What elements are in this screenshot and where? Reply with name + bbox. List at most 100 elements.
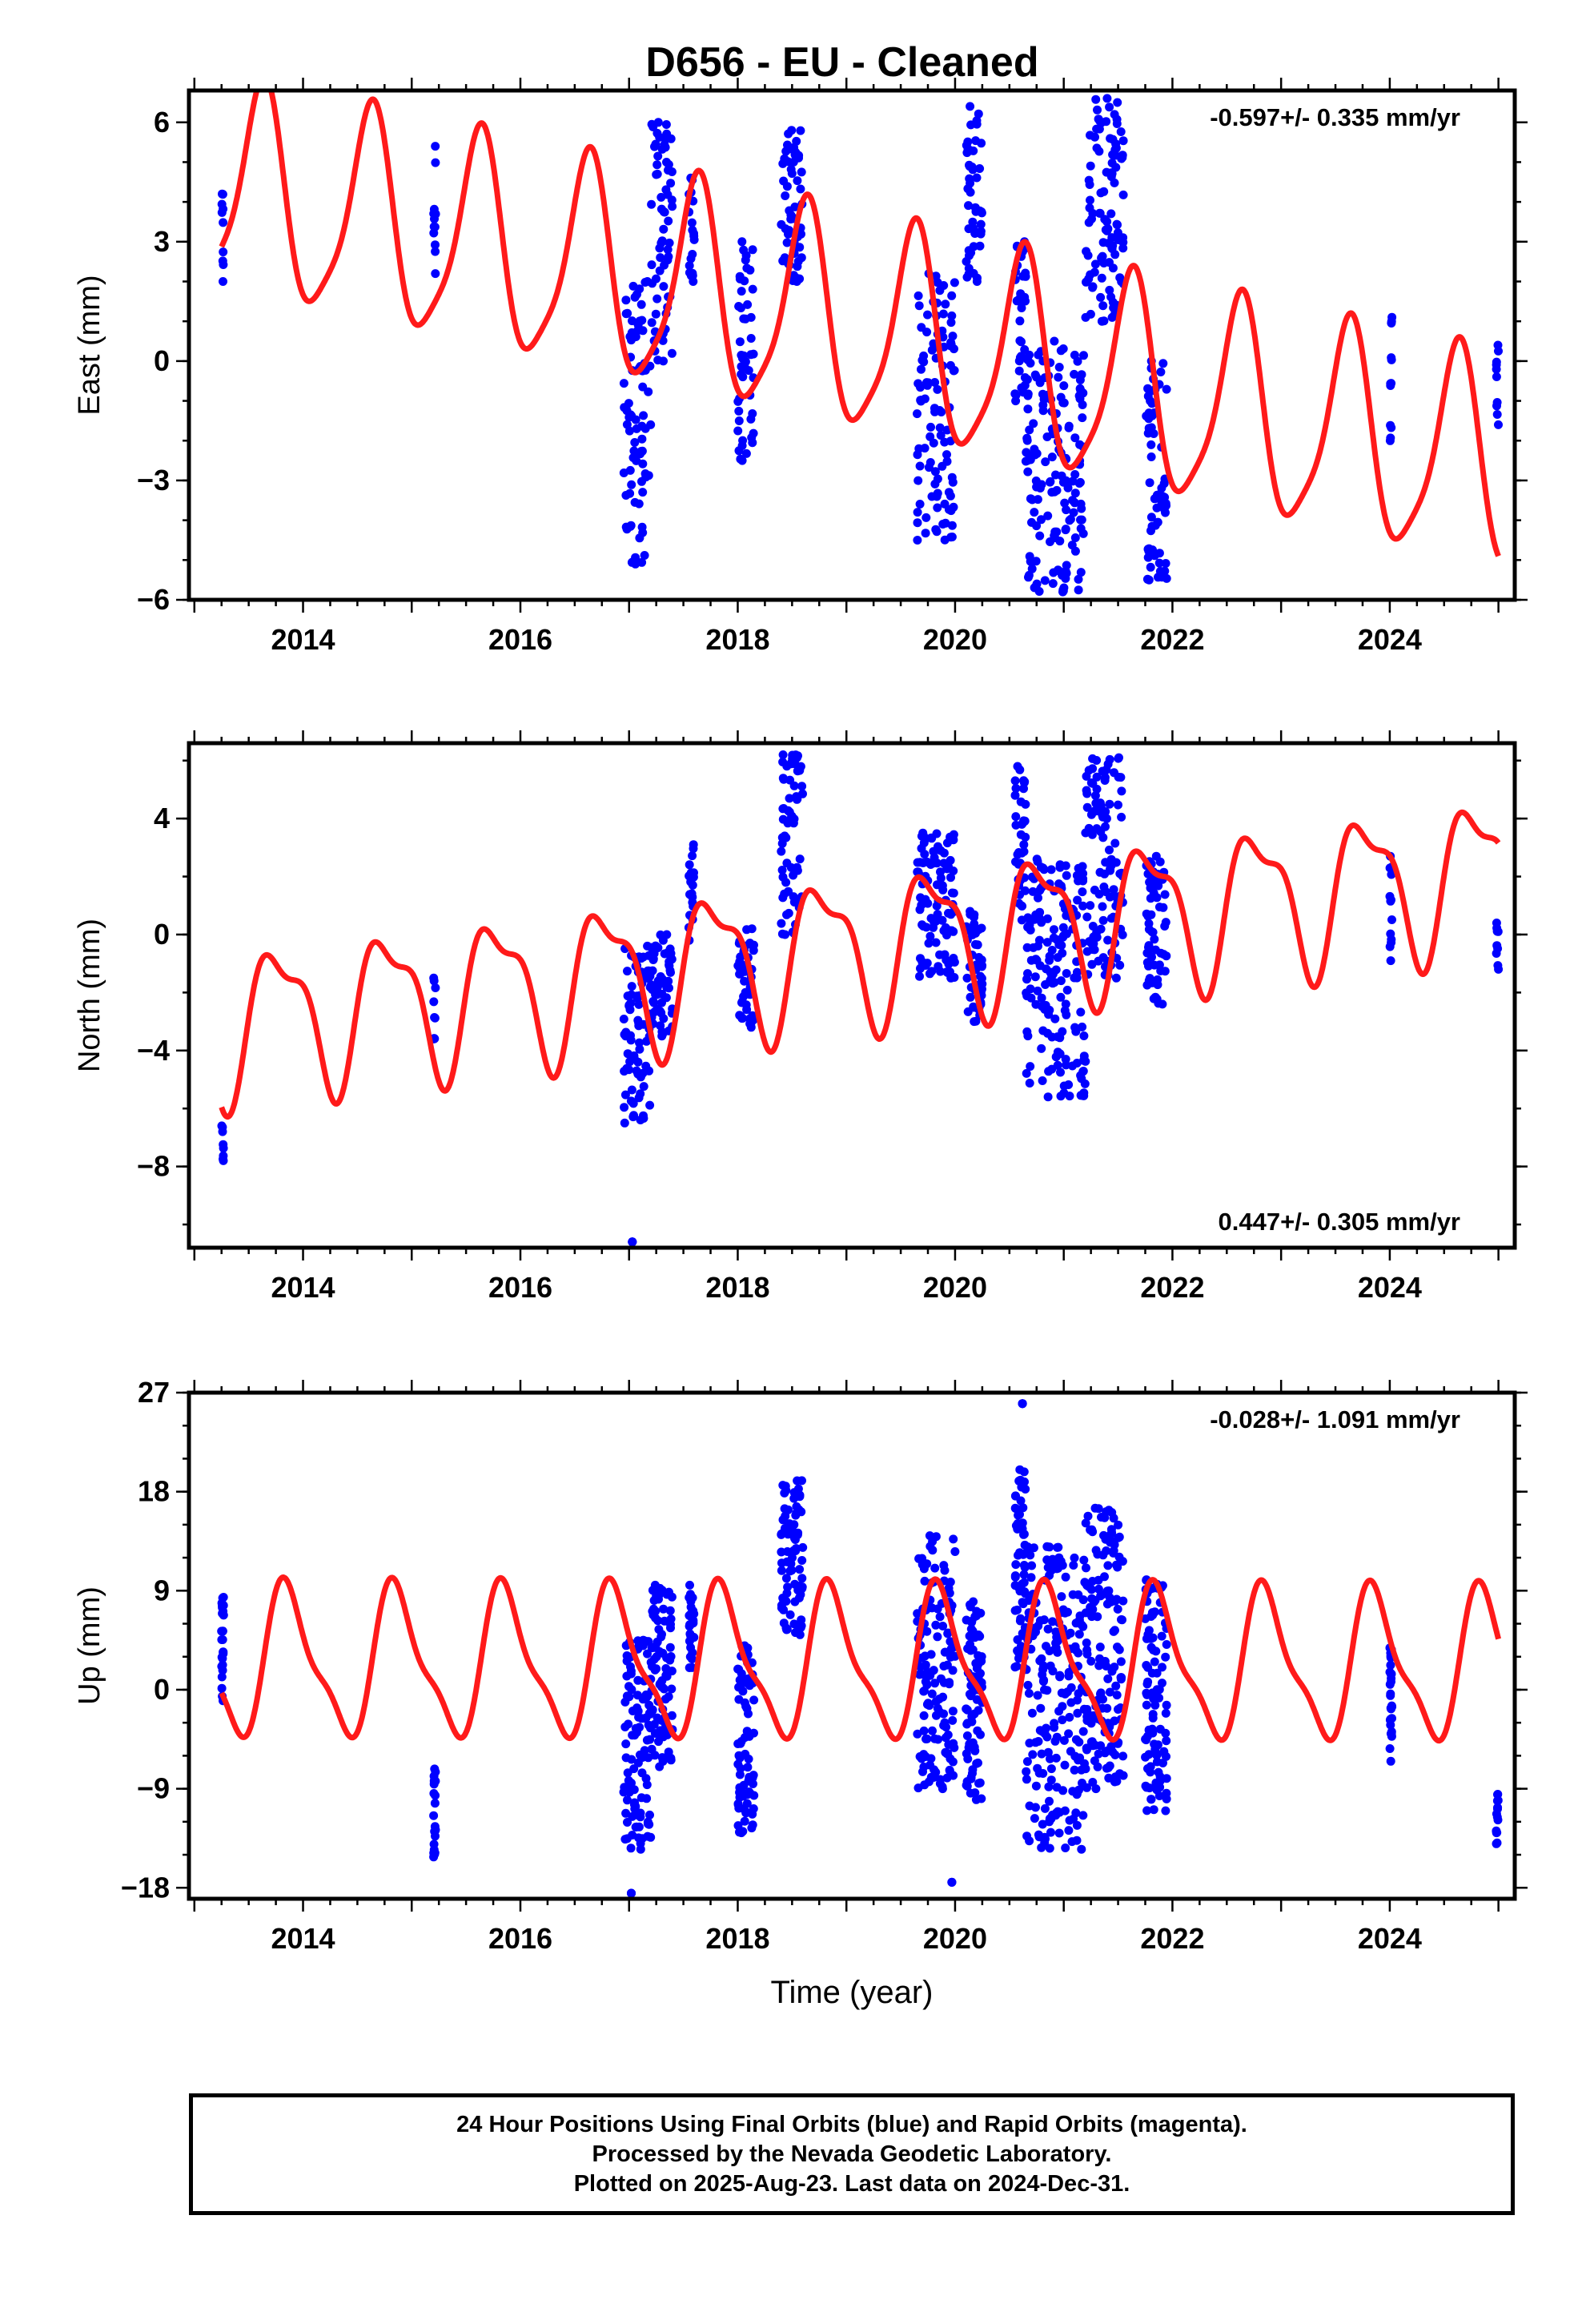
east-data-point: [1492, 372, 1501, 381]
up-data-point: [661, 1664, 671, 1673]
up-data-point: [1088, 1605, 1098, 1614]
north-data-point: [663, 948, 673, 958]
up-data-point: [784, 1523, 793, 1533]
east-data-point: [1112, 115, 1122, 124]
up-data-point: [1079, 1555, 1089, 1565]
up-data-point: [949, 1534, 958, 1544]
north-data-point: [778, 774, 788, 783]
north-data-point: [648, 945, 657, 955]
east-data-point: [930, 479, 940, 489]
up-data-point: [942, 1723, 951, 1732]
north-data-point: [628, 1099, 638, 1108]
north-data-point: [620, 1103, 629, 1112]
up-data-point: [1103, 1674, 1113, 1683]
up-data-point: [1018, 1518, 1027, 1528]
up-data-point: [1046, 1661, 1055, 1671]
east-data-point: [1090, 267, 1099, 277]
east-data-point: [1088, 283, 1098, 292]
north-data-point: [1386, 956, 1395, 966]
north-data-point: [1070, 973, 1079, 983]
up-data-point: [1030, 1814, 1039, 1823]
up-data-point: [1492, 1838, 1502, 1848]
east-data-point: [638, 488, 648, 497]
north-data-point: [1038, 1076, 1047, 1085]
north-data-point: [1062, 870, 1071, 880]
north-data-point: [920, 850, 930, 859]
up-data-point: [919, 1726, 929, 1735]
up-data-point: [218, 1635, 227, 1644]
up-x-tick-label: 2014: [271, 1922, 335, 1955]
north-data-point: [949, 888, 958, 898]
up-data-point: [633, 1675, 643, 1685]
up-data-point: [1057, 1688, 1066, 1698]
up-data-point: [1118, 1557, 1127, 1566]
up-data-point: [777, 1558, 786, 1568]
east-data-point: [733, 396, 743, 406]
up-data-point: [686, 1619, 696, 1629]
up-data-point: [948, 1707, 958, 1716]
east-data-point: [1026, 557, 1035, 566]
east-data-point: [1142, 412, 1151, 420]
north-data-point: [1041, 980, 1050, 989]
up-data-point: [740, 1816, 749, 1826]
up-data-point: [1162, 1751, 1170, 1761]
east-data-point: [653, 151, 663, 161]
east-data-point: [429, 228, 439, 238]
north-data-point: [620, 1118, 629, 1128]
east-x-tick-label: 2018: [705, 623, 769, 656]
east-data-point: [663, 255, 673, 265]
east-data-point: [942, 450, 951, 460]
east-x-tick-label: 2014: [271, 623, 335, 656]
north-data-point: [783, 818, 793, 828]
east-data-point: [935, 286, 945, 296]
east-fit-curve: [219, 90, 1501, 557]
north-data-point: [793, 866, 802, 875]
north-data-point: [785, 794, 794, 803]
north-data-point: [1087, 959, 1097, 969]
east-data-point: [947, 521, 957, 530]
up-data-point: [620, 1835, 630, 1844]
up-data-point: [632, 1691, 642, 1700]
east-data-point: [638, 382, 648, 392]
up-data-point: [733, 1664, 743, 1674]
up-data-point: [1063, 1607, 1072, 1617]
north-data-point: [639, 1082, 648, 1092]
up-data-point: [1010, 1663, 1020, 1672]
east-data-point: [944, 488, 954, 497]
east-data-point: [1118, 243, 1128, 253]
up-data-point: [1152, 1668, 1162, 1678]
east-data-point: [923, 310, 932, 320]
up-data-point: [1042, 1686, 1052, 1695]
east-data-point: [1387, 319, 1396, 328]
north-data-point: [1013, 850, 1022, 859]
up-data-point: [1042, 1555, 1052, 1565]
east-data-point: [1012, 296, 1022, 306]
up-x-tick-label: 2022: [1140, 1922, 1204, 1955]
up-data-point: [1036, 1703, 1046, 1713]
up-data-point: [646, 1658, 656, 1667]
north-data-point: [778, 758, 788, 766]
north-data-point: [1058, 931, 1068, 941]
north-data-point: [970, 939, 980, 949]
north-data-point: [1078, 1022, 1087, 1031]
east-data-point: [1074, 585, 1083, 595]
east-data-point: [630, 438, 640, 447]
up-panel: 2014 2016 2018 2020 2022 2024 27 18 9 0 −9 −18 Up (m…: [73, 1376, 1528, 2010]
north-data-point: [918, 830, 928, 840]
up-data-point: [640, 1714, 650, 1723]
east-data-point: [783, 140, 792, 150]
up-data-point: [633, 1758, 643, 1767]
east-data-point: [431, 247, 440, 256]
up-data-point: [921, 1661, 930, 1671]
north-data-point: [657, 989, 667, 999]
east-data-point: [667, 167, 677, 176]
north-data-point: [1021, 832, 1030, 842]
up-data-point: [935, 1612, 945, 1622]
up-data-point: [1055, 1671, 1065, 1680]
east-data-point: [914, 301, 924, 311]
up-data-point: [1038, 1677, 1048, 1687]
north-data-point: [778, 872, 788, 882]
up-data-point: [217, 1672, 227, 1682]
up-data-point: [787, 1566, 797, 1575]
east-data-point: [784, 129, 793, 139]
